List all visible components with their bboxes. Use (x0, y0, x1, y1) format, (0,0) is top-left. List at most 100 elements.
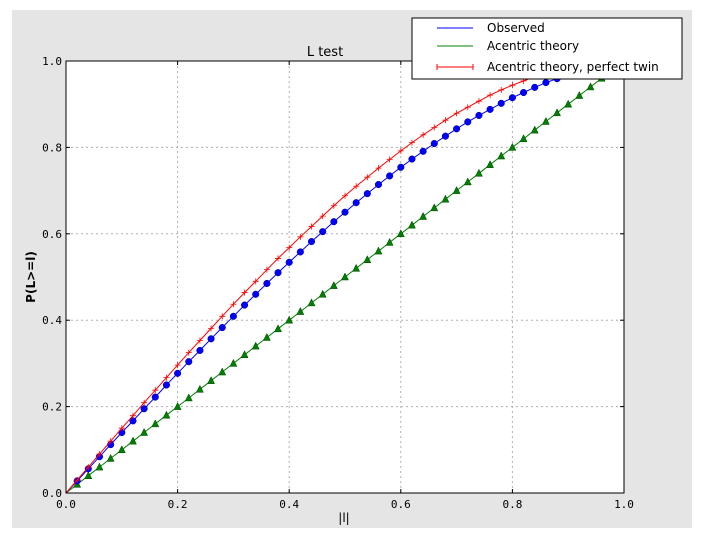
data-point (208, 325, 215, 332)
data-point (308, 223, 315, 230)
data-point (162, 381, 170, 389)
data-point (564, 99, 573, 108)
data-point (107, 438, 114, 445)
data-point (375, 165, 382, 172)
data-point (575, 91, 584, 99)
data-point (251, 341, 260, 350)
data-point (151, 393, 159, 401)
data-point (118, 425, 125, 432)
data-point (430, 203, 439, 212)
data-point (408, 220, 416, 229)
y-tick-label: 0.6 (42, 228, 62, 241)
x-axis-label: |l| (338, 511, 349, 525)
data-point (364, 174, 371, 181)
data-point (274, 269, 282, 277)
data-point (342, 192, 348, 199)
data-point (330, 218, 338, 226)
data-point (307, 238, 316, 246)
data-point (553, 108, 561, 117)
data-point (352, 263, 361, 272)
data-point (586, 82, 595, 91)
data-point (285, 258, 293, 266)
data-point (374, 246, 383, 255)
data-point (486, 105, 494, 113)
data-point (397, 163, 405, 171)
data-point (363, 190, 371, 198)
data-point (96, 451, 103, 458)
data-point (152, 387, 159, 394)
data-point (541, 116, 550, 125)
data-point (84, 471, 93, 479)
data-point (475, 111, 483, 119)
data-point (240, 350, 249, 359)
data-point (442, 117, 449, 124)
data-point (374, 181, 383, 189)
data-point (508, 142, 517, 151)
y-tick-label: 0.2 (42, 401, 62, 414)
data-point (441, 194, 450, 203)
data-point (486, 160, 494, 168)
data-point (431, 124, 438, 131)
data-point (452, 186, 461, 194)
data-point (420, 131, 427, 138)
data-point (498, 86, 505, 93)
data-point (329, 281, 338, 289)
x-tick-label: 0.6 (391, 498, 411, 511)
data-point (319, 228, 327, 236)
data-point (74, 477, 81, 484)
data-point (140, 405, 148, 413)
data-point (207, 376, 215, 384)
ticks: 0.0 0.2 0.4 0.6 0.8 1.0 0.0 0.2 0.4 0.6 0.8 1.0 (42, 55, 634, 511)
legend-label: Acentric theory, perfect twin (487, 60, 659, 74)
y-tick-label: 0.8 (42, 141, 62, 154)
grid (66, 61, 624, 493)
data-point (386, 156, 393, 163)
data-point (218, 367, 227, 376)
data-point (117, 445, 126, 454)
data-point (286, 244, 293, 251)
data-point (196, 384, 204, 393)
data-point (151, 419, 160, 428)
y-tick-label: 0.4 (42, 314, 62, 327)
data-point (219, 313, 226, 320)
data-point (296, 307, 305, 315)
axes-frame (65, 60, 625, 494)
data-point (341, 272, 349, 281)
data-point (174, 369, 182, 377)
data-point (207, 335, 215, 343)
data-point (263, 279, 271, 288)
data-point (196, 337, 203, 344)
legend: Observed Acentric theory Acentric theory, … (411, 17, 683, 80)
data-point (464, 118, 472, 126)
y-axis-label: P(L>=l) (24, 251, 38, 303)
data-point (173, 402, 182, 410)
data-point (487, 92, 494, 99)
data-point (229, 358, 238, 367)
data-point (386, 172, 394, 180)
data-point (475, 98, 482, 105)
data-point (263, 266, 270, 273)
data-point (497, 151, 506, 160)
data-point (453, 125, 461, 133)
data-point (185, 349, 192, 356)
data-point (129, 412, 136, 419)
data-point (408, 155, 416, 163)
data-point (508, 94, 516, 102)
data-point (453, 110, 460, 117)
x-tick-label: 0.4 (279, 498, 299, 511)
data-point (531, 83, 539, 91)
data-point (396, 229, 405, 238)
data-point (464, 104, 471, 111)
y-tick-label: 0.0 (42, 487, 62, 500)
data-point (163, 374, 170, 381)
data-point (419, 211, 428, 220)
data-point (218, 323, 226, 332)
data-point (475, 168, 483, 177)
data-point (419, 147, 427, 155)
data-point (141, 399, 148, 406)
data-point (408, 139, 415, 146)
data-point (319, 213, 326, 220)
data-point (85, 464, 92, 471)
data-point (352, 199, 360, 207)
